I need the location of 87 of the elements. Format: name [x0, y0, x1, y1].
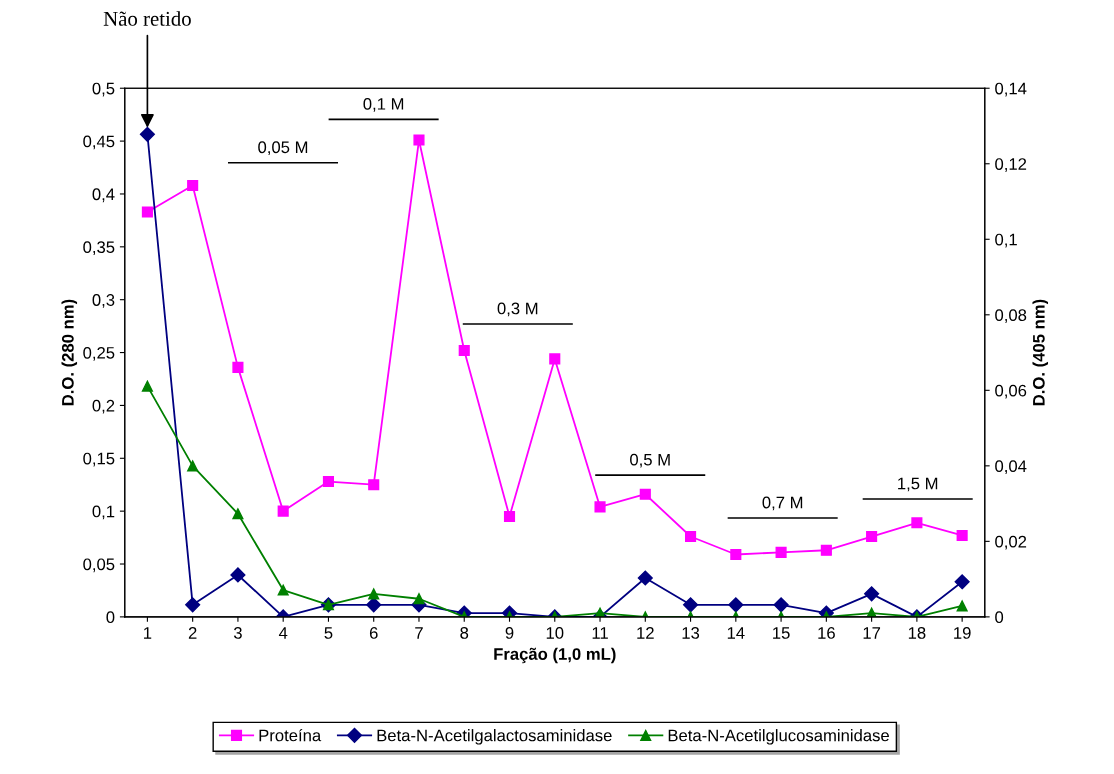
point: [685, 530, 697, 543]
point: [503, 510, 516, 522]
point: [368, 588, 380, 600]
x-tick-label: 4: [278, 627, 288, 639]
legend-label: Beta-N-Acetilglucosaminidase: [668, 729, 889, 745]
x-axis-title: Fração (1,0 mL): [494, 647, 616, 664]
point: [141, 206, 153, 218]
y-tick-label: 0,35: [83, 241, 115, 255]
y2-tick-label: 0,04: [995, 460, 1027, 475]
point: [413, 134, 425, 146]
y-tick-label: 0,4: [92, 188, 115, 203]
point: [864, 586, 880, 602]
x-tick-label: 8: [460, 627, 469, 639]
point: [322, 475, 335, 488]
point: [232, 508, 244, 520]
point: [682, 597, 699, 613]
y2-tick-label: 0,1: [995, 233, 1017, 248]
annotation: 0,05 M: [258, 141, 308, 156]
point: [139, 126, 155, 142]
x-tick-label: 6: [369, 627, 378, 639]
point: [956, 529, 968, 542]
point: [458, 344, 470, 356]
x-tick-label: 14: [727, 627, 745, 639]
y2-tick-label: 0,02: [995, 535, 1027, 550]
y-tick-label: 0,45: [83, 135, 115, 150]
annotation: 0,3 M: [497, 302, 538, 317]
point: [141, 380, 153, 392]
annotation: 0,1 M: [363, 97, 404, 112]
annotation: 0,5 M: [630, 453, 670, 468]
x-tick-label: 13: [682, 627, 700, 639]
legend-label: Proteína: [259, 728, 322, 742]
point: [413, 593, 425, 605]
point: [185, 597, 201, 613]
point: [820, 544, 832, 556]
point: [368, 479, 380, 491]
point: [773, 597, 789, 613]
y-tick-label: 0,15: [83, 452, 115, 467]
annotation: 0,7 M: [762, 496, 803, 511]
x-tick-label: 2: [188, 627, 197, 639]
annotation: Não retido: [103, 11, 191, 26]
y-tick-label: 0,2: [92, 399, 115, 414]
point: [277, 505, 289, 517]
y2-tick-label: 0,06: [995, 384, 1027, 399]
y2-tick-label: 0: [995, 611, 1004, 624]
y2-tick-label: 0,12: [995, 158, 1027, 172]
y-axis-title: D.O. (280 nm): [61, 299, 78, 406]
x-tick-label: 3: [233, 627, 242, 639]
y-tick-label: 0,25: [83, 346, 115, 361]
y-tick-label: 0,3: [92, 294, 115, 308]
point: [187, 179, 199, 192]
point: [230, 567, 246, 583]
point: [366, 597, 382, 613]
point: [232, 361, 244, 373]
point: [775, 546, 787, 558]
point: [549, 353, 561, 365]
y-tick-label: 0,05: [83, 558, 115, 573]
x-tick-label: 9: [505, 627, 514, 639]
y2-axis-title: D.O. (405 nm): [1032, 299, 1049, 406]
annotation: 1,5 M: [898, 477, 938, 492]
y-tick-label: 0: [106, 611, 115, 624]
point: [911, 517, 923, 529]
point: [639, 488, 651, 500]
x-tick-label: 16: [818, 627, 835, 639]
x-tick-label: 19: [954, 627, 971, 639]
y2-tick-label: 0,08: [995, 309, 1027, 323]
x-tick-label: 11: [592, 627, 608, 639]
point: [956, 600, 968, 612]
point: [866, 530, 878, 543]
x-tick-label: 1: [144, 627, 152, 639]
point: [954, 574, 970, 590]
x-tick-label: 7: [415, 627, 423, 639]
point: [187, 460, 199, 472]
y2-tick-label: 0,14: [995, 82, 1027, 97]
y-tick-label: 0,5: [92, 82, 115, 97]
point: [730, 548, 742, 561]
legend-label: Beta-N-Acetilgalactosaminidase: [377, 729, 612, 745]
x-tick-label: 18: [908, 627, 926, 639]
x-tick-label: 10: [546, 627, 564, 639]
point: [594, 501, 606, 513]
point: [728, 597, 744, 613]
point: [637, 570, 653, 586]
y-tick-label: 0,1: [92, 505, 115, 520]
x-tick-label: 15: [773, 627, 790, 639]
x-tick-label: 5: [324, 627, 333, 639]
x-tick-label: 12: [637, 627, 654, 639]
point: [277, 584, 289, 596]
x-tick-label: 17: [863, 627, 881, 639]
